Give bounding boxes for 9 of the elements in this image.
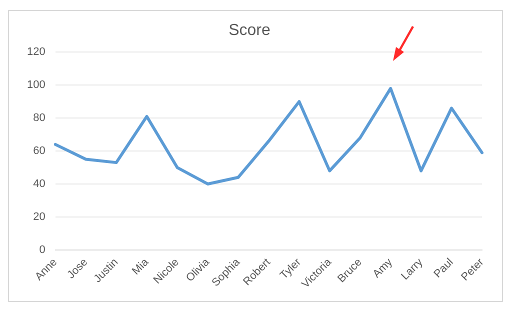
y-tick-label: 80 — [33, 112, 46, 124]
y-tick-label: 20 — [33, 210, 46, 223]
x-tick-label: Mia — [130, 256, 152, 278]
chart-title: Score — [228, 22, 270, 40]
y-tick-label: 60 — [33, 145, 46, 158]
y-tick-label: 120 — [26, 46, 46, 58]
y-tick-label: 40 — [33, 178, 46, 190]
y-tick-label: 100 — [26, 79, 46, 92]
y-tick-label: 0 — [39, 244, 46, 256]
